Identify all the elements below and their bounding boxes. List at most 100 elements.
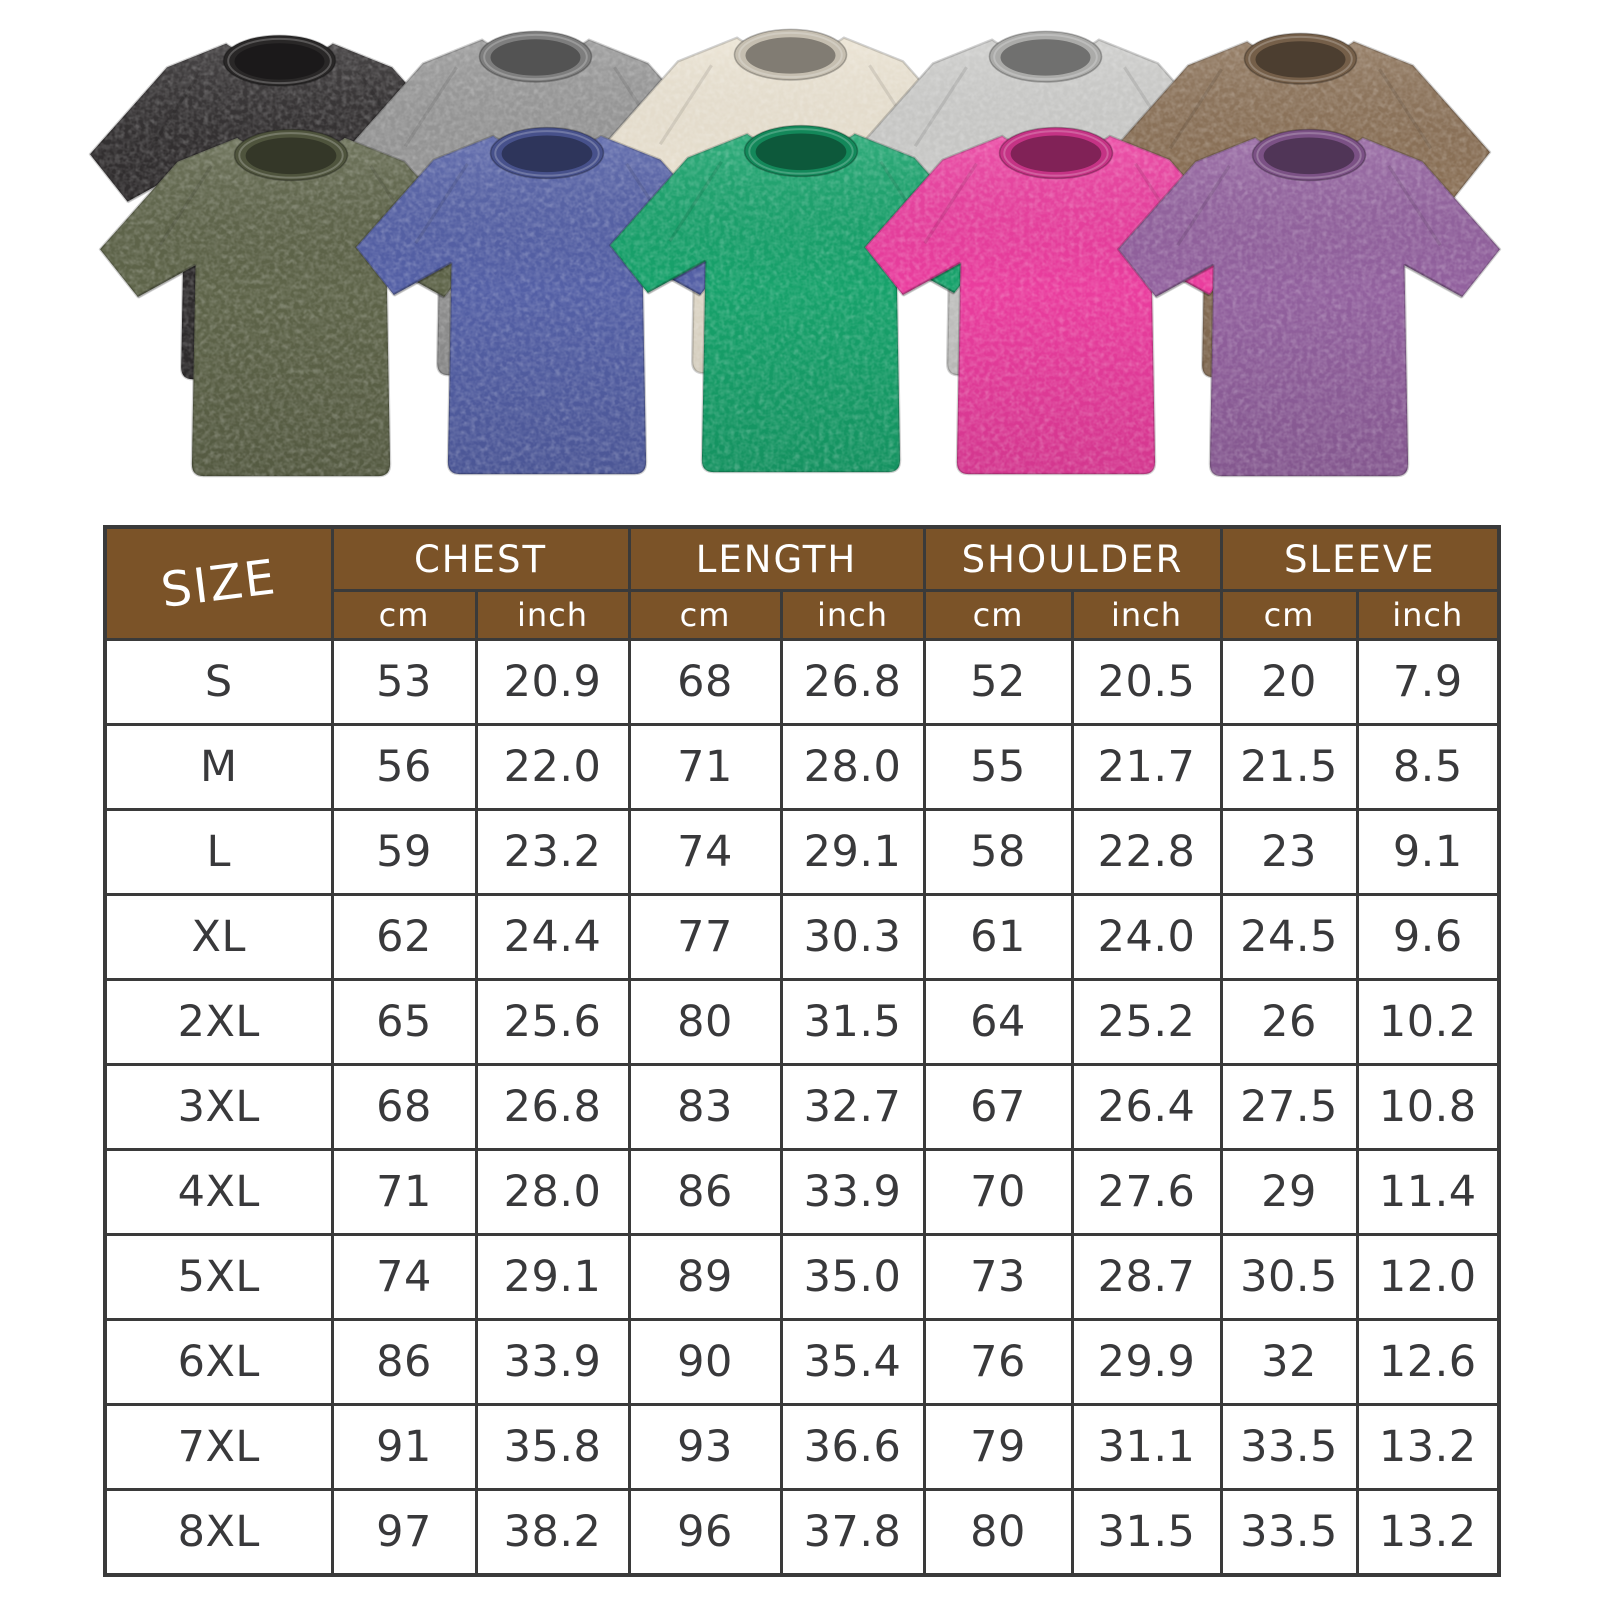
length-inch-cell: 35.4	[779, 1318, 926, 1406]
length-inch-cell: 36.6	[779, 1403, 926, 1491]
tshirt-washed-purple	[1116, 128, 1502, 478]
shoulder-inch-cell: 31.1	[1070, 1403, 1223, 1491]
sleeve-inch-cell: 13.2	[1355, 1403, 1501, 1491]
collar-stitch	[483, 33, 588, 81]
chest-inch-cell: 33.9	[474, 1318, 631, 1406]
sleeve-cm-cell: 27.5	[1219, 1063, 1359, 1151]
shoulder-cm-cell: 52	[922, 638, 1074, 726]
length-cm-cell: 77	[627, 893, 783, 981]
size-row-5xl: 5XL 74 29.1 89 35.0 73 28.7 30.5 12.0	[103, 1233, 1501, 1321]
collar-opening	[755, 133, 847, 171]
collar-opening	[234, 43, 325, 80]
length-cm-cell: 93	[627, 1403, 783, 1491]
sleeve-cm-cell: 29	[1219, 1148, 1359, 1236]
sleeve-seam	[1154, 263, 1464, 299]
shoulder-cm-cell: 55	[922, 723, 1074, 811]
sleeve-cm-cell: 33.5	[1219, 1488, 1359, 1577]
collar-stitch	[993, 33, 1098, 81]
chest-inch-cell: 35.8	[474, 1403, 631, 1491]
length-cm-header: cm	[627, 589, 783, 641]
size-cell: S	[103, 638, 334, 726]
shoulder-cm-header: cm	[922, 589, 1074, 641]
sleeve-inch-cell: 10.8	[1355, 1063, 1501, 1151]
shoulder-cm-cell: 64	[922, 978, 1074, 1066]
shoulder-column-header: SHOULDER	[922, 525, 1223, 592]
sleeve-cm-cell: 24.5	[1219, 893, 1359, 981]
sleeve-inch-cell: 13.2	[1355, 1488, 1501, 1577]
sleeve-column-header: SLEEVE	[1219, 525, 1501, 592]
length-cm-cell: 68	[627, 638, 783, 726]
chest-cm-header: cm	[330, 589, 478, 641]
collar-stitch	[494, 130, 600, 177]
chest-inch-header: inch	[474, 589, 631, 641]
shoulder-cm-cell: 73	[922, 1233, 1074, 1321]
size-row-xl: XL 62 24.4 77 30.3 61 24.0 24.5 9.6	[103, 893, 1501, 981]
length-inch-cell: 31.5	[779, 978, 926, 1066]
sleeve-inch-cell: 12.0	[1355, 1233, 1501, 1321]
size-row-6xl: 6XL 86 33.9 90 35.4 76 29.9 32 12.6	[103, 1318, 1501, 1406]
shoulder-cm-cell: 70	[922, 1148, 1074, 1236]
shoulder-seam	[1168, 68, 1433, 150]
collar-opening	[1255, 41, 1346, 78]
collar-opening	[501, 135, 593, 173]
tshirt-gallery	[0, 0, 1600, 505]
shoulder-inch-header: inch	[1070, 589, 1223, 641]
sleeve-inch-cell: 10.2	[1355, 978, 1501, 1066]
length-cm-cell: 83	[627, 1063, 783, 1151]
size-cell: 6XL	[103, 1318, 334, 1406]
collar-stitch	[1248, 35, 1353, 83]
size-cell: XL	[103, 893, 334, 981]
shoulder-inch-cell: 27.6	[1070, 1148, 1223, 1236]
chest-cm-cell: 74	[330, 1233, 478, 1321]
collar-stitch	[738, 31, 843, 79]
length-cm-cell: 86	[627, 1148, 783, 1236]
length-inch-cell: 35.0	[779, 1233, 926, 1321]
shoulder-cm-cell: 76	[922, 1318, 1074, 1406]
chest-cm-cell: 68	[330, 1063, 478, 1151]
chest-inch-cell: 38.2	[474, 1488, 631, 1577]
chest-cm-cell: 62	[330, 893, 478, 981]
size-row-m: M 56 22.0 71 28.0 55 21.7 21.5 8.5	[103, 723, 1501, 811]
size-row-4xl: 4XL 71 28.0 86 33.9 70 27.6 29 11.4	[103, 1148, 1501, 1236]
collar-stitch	[1256, 132, 1362, 179]
collar-opening	[490, 39, 581, 76]
length-column-header: LENGTH	[627, 525, 926, 592]
size-column-header: SIZE	[103, 525, 334, 641]
shoulder-inch-cell: 28.7	[1070, 1233, 1223, 1321]
shoulder-cm-cell: 58	[922, 808, 1074, 896]
length-cm-cell: 96	[627, 1488, 783, 1577]
chest-cm-cell: 65	[330, 978, 478, 1066]
length-cm-cell: 74	[627, 808, 783, 896]
shoulder-cm-cell: 80	[922, 1488, 1074, 1577]
shoulder-seam	[1176, 164, 1442, 247]
shoulder-inch-cell: 26.4	[1070, 1063, 1223, 1151]
size-row-l: L 59 23.2 74 29.1 58 22.8 23 9.1	[103, 808, 1501, 896]
chest-inch-cell: 20.9	[474, 638, 631, 726]
sleeve-inch-cell: 9.1	[1355, 808, 1501, 896]
group-header-row: SIZE CHEST LENGTH SHOULDER SLEEVE	[103, 525, 1501, 641]
size-cell: 4XL	[103, 1148, 334, 1236]
length-inch-cell: 26.8	[779, 638, 926, 726]
length-inch-cell: 33.9	[779, 1148, 926, 1236]
shoulder-cm-cell: 61	[922, 893, 1074, 981]
shoulder-inch-cell: 21.7	[1070, 723, 1223, 811]
length-cm-cell: 71	[627, 723, 783, 811]
shoulder-cm-cell: 67	[922, 1063, 1074, 1151]
collar-opening	[1000, 39, 1091, 76]
sleeve-cm-cell: 20	[1219, 638, 1359, 726]
shoulder-cm-cell: 79	[922, 1403, 1074, 1491]
chest-cm-cell: 59	[330, 808, 478, 896]
tee-wash-texture	[1118, 137, 1500, 477]
size-cell: L	[103, 808, 334, 896]
collar-stitch	[227, 37, 332, 85]
size-cell: 7XL	[103, 1403, 334, 1491]
size-cell: 2XL	[103, 978, 334, 1066]
length-cm-cell: 80	[627, 978, 783, 1066]
size-cell: 3XL	[103, 1063, 334, 1151]
collar-stitch	[748, 128, 854, 175]
chest-cm-cell: 97	[330, 1488, 478, 1577]
shoulder-inch-cell: 31.5	[1070, 1488, 1223, 1577]
collar-opening	[1010, 135, 1102, 173]
size-row-s: S 53 20.9 68 26.8 52 20.5 20 7.9	[103, 638, 1501, 726]
chest-inch-cell: 22.0	[474, 723, 631, 811]
